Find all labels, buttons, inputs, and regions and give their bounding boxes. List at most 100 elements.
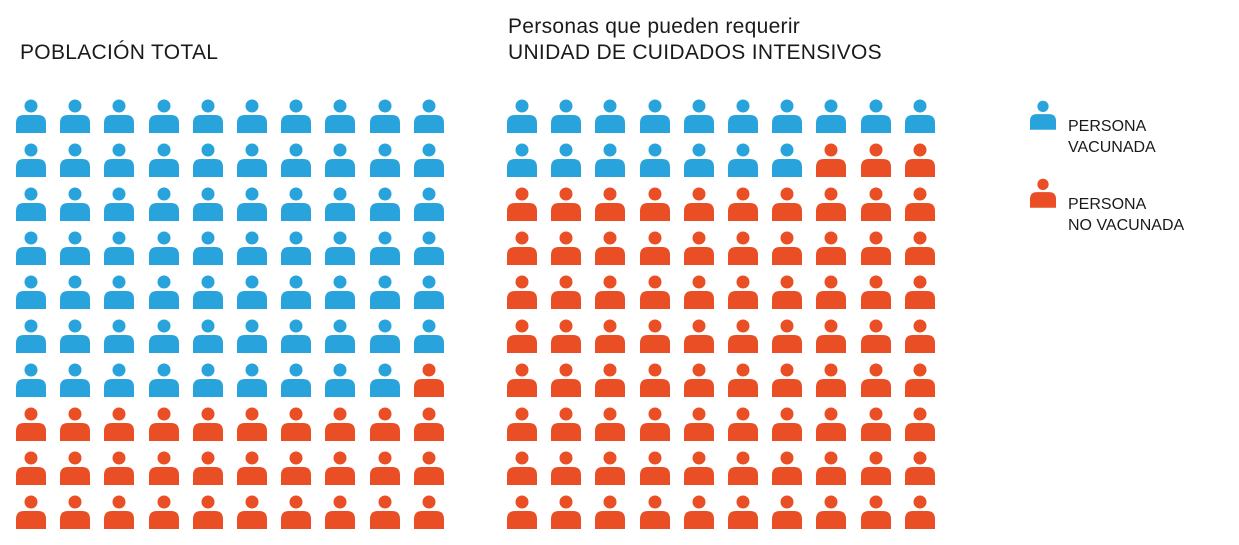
person-icon-no-vacunada xyxy=(683,319,714,353)
person-icon-no-vacunada xyxy=(507,407,537,441)
person-icon-vacunada xyxy=(16,231,46,265)
person-icon-vacunada xyxy=(413,187,444,221)
person-icon-no-vacunada xyxy=(507,495,537,529)
person-icon-vacunada xyxy=(369,99,400,133)
person-icon-vacunada xyxy=(237,275,267,309)
person-icon-vacunada xyxy=(148,319,179,353)
person-icon-no-vacunada xyxy=(595,407,626,441)
person-icon-vacunada xyxy=(325,187,356,221)
person-icon-no-vacunada xyxy=(860,407,891,441)
person-icon-no-vacunada xyxy=(192,451,223,485)
person-icon-vacunada xyxy=(683,143,714,177)
person-icon-vacunada xyxy=(413,99,444,133)
person-icon-no-vacunada xyxy=(639,407,670,441)
person-icon-no-vacunada xyxy=(904,407,935,441)
person-icon-vacunada xyxy=(728,143,758,177)
person-icon xyxy=(1030,178,1056,213)
person-icon-no-vacunada xyxy=(595,231,626,265)
person-icon-no-vacunada xyxy=(904,187,935,221)
pictogram-grid-icu xyxy=(507,99,947,539)
person-icon-no-vacunada xyxy=(683,451,714,485)
person-icon-no-vacunada xyxy=(816,231,847,265)
person-icon-vacunada xyxy=(237,187,267,221)
person-icon-no-vacunada xyxy=(639,319,670,353)
person-icon-vacunada xyxy=(16,143,46,177)
person-icon-vacunada xyxy=(104,275,135,309)
person-icon-vacunada xyxy=(595,99,626,133)
person-icon-no-vacunada xyxy=(369,451,400,485)
person-icon-vacunada xyxy=(369,363,400,397)
person-icon-vacunada xyxy=(192,363,223,397)
person-icon-no-vacunada xyxy=(904,275,935,309)
person-icon-no-vacunada xyxy=(860,451,891,485)
person-icon-no-vacunada xyxy=(60,495,91,529)
person-icon-vacunada xyxy=(60,275,91,309)
person-icon-vacunada xyxy=(16,319,46,353)
person-icon-vacunada xyxy=(772,99,803,133)
person-icon-vacunada xyxy=(325,143,356,177)
person-icon-no-vacunada xyxy=(60,407,91,441)
person-icon-vacunada xyxy=(237,99,267,133)
person-icon-vacunada xyxy=(16,99,46,133)
person-icon-no-vacunada xyxy=(728,363,758,397)
person-icon-no-vacunada xyxy=(728,451,758,485)
person-icon-no-vacunada xyxy=(904,495,935,529)
person-icon-vacunada xyxy=(237,143,267,177)
person-icon-no-vacunada xyxy=(728,275,758,309)
person-icon-no-vacunada xyxy=(148,451,179,485)
person-icon-vacunada xyxy=(104,319,135,353)
person-icon-no-vacunada xyxy=(772,231,803,265)
person-icon-vacunada xyxy=(104,143,135,177)
person-icon-no-vacunada xyxy=(728,231,758,265)
person-icon-vacunada xyxy=(148,275,179,309)
person-icon-no-vacunada xyxy=(369,407,400,441)
person-icon-no-vacunada xyxy=(237,495,267,529)
person-icon-no-vacunada xyxy=(904,143,935,177)
person-icon-vacunada xyxy=(281,143,312,177)
person-icon-no-vacunada xyxy=(816,407,847,441)
person-icon-no-vacunada xyxy=(104,451,135,485)
person-icon-vacunada xyxy=(60,187,91,221)
person-icon-no-vacunada xyxy=(595,275,626,309)
person-icon-no-vacunada xyxy=(816,319,847,353)
person-icon-no-vacunada xyxy=(860,363,891,397)
person-icon-vacunada xyxy=(60,143,91,177)
person-icon-no-vacunada xyxy=(60,451,91,485)
person-icon-no-vacunada xyxy=(683,495,714,529)
person-icon-no-vacunada xyxy=(16,407,46,441)
person-icon-no-vacunada xyxy=(507,231,537,265)
person-icon-no-vacunada xyxy=(683,275,714,309)
person-icon-no-vacunada xyxy=(728,495,758,529)
person-icon-no-vacunada xyxy=(860,187,891,221)
person-icon-no-vacunada xyxy=(237,407,267,441)
person-icon-no-vacunada xyxy=(551,451,582,485)
person-icon-no-vacunada xyxy=(325,495,356,529)
person-icon-no-vacunada xyxy=(728,407,758,441)
person-icon-vacunada xyxy=(325,99,356,133)
person-icon-no-vacunada xyxy=(683,363,714,397)
person-icon-no-vacunada xyxy=(595,187,626,221)
person-icon-vacunada xyxy=(60,363,91,397)
person-icon-no-vacunada xyxy=(507,363,537,397)
person-icon-vacunada xyxy=(16,275,46,309)
person-icon-no-vacunada xyxy=(772,363,803,397)
pictogram-grid-total xyxy=(16,99,456,539)
person-icon-no-vacunada xyxy=(104,407,135,441)
person-icon-vacunada xyxy=(148,363,179,397)
person-icon-no-vacunada xyxy=(639,275,670,309)
person-icon-vacunada xyxy=(148,143,179,177)
person-icon-vacunada xyxy=(281,231,312,265)
person-icon-no-vacunada xyxy=(816,451,847,485)
person-icon-no-vacunada xyxy=(413,363,444,397)
person-icon-vacunada xyxy=(551,143,582,177)
person-icon-no-vacunada xyxy=(192,495,223,529)
person-icon-vacunada xyxy=(192,187,223,221)
person-icon-vacunada xyxy=(325,231,356,265)
person-icon-no-vacunada xyxy=(728,319,758,353)
person-icon-no-vacunada xyxy=(104,495,135,529)
person-icon-vacunada xyxy=(413,319,444,353)
person-icon-no-vacunada xyxy=(507,319,537,353)
person-icon-vacunada xyxy=(369,187,400,221)
person-icon-no-vacunada xyxy=(683,187,714,221)
person-icon-vacunada xyxy=(192,275,223,309)
